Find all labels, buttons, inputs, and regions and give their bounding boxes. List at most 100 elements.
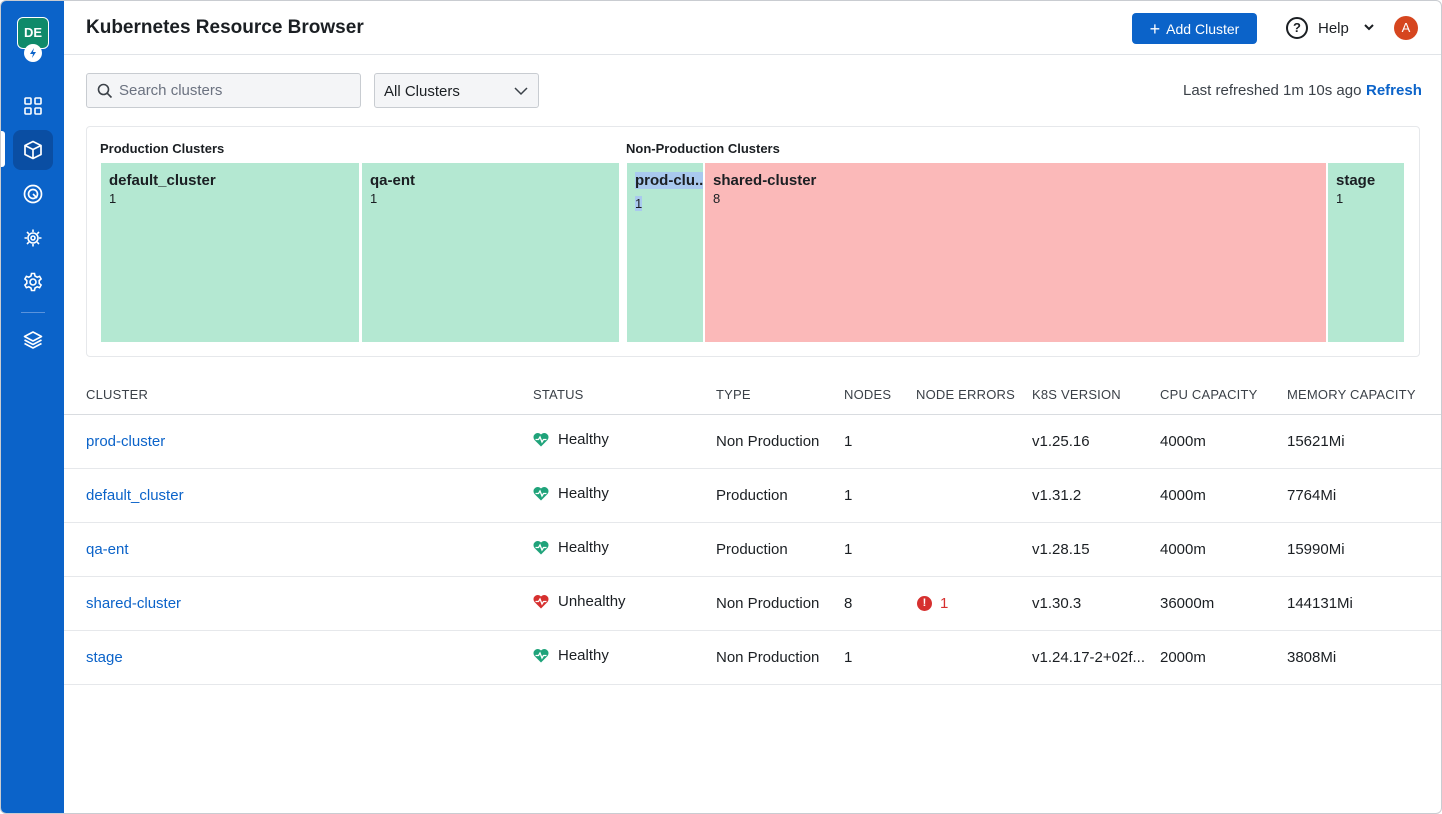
memory-capacity-cell: 3808Mi [1287, 649, 1337, 666]
table-header: CLUSTER STATUS TYPE NODES NODE ERRORS K8… [64, 377, 1441, 415]
nav-dashboard[interactable] [13, 86, 53, 126]
nodes-cell: 8 [844, 595, 853, 612]
cluster-filter-select[interactable]: All Clusters [374, 73, 539, 108]
cpu-capacity-cell: 36000m [1160, 595, 1215, 612]
table-row[interactable]: shared-cluster Unhealthy Non Production … [64, 577, 1441, 631]
column-header-status[interactable]: STATUS [533, 387, 584, 402]
plus-icon: + [1149, 18, 1161, 39]
table-row[interactable]: stage Healthy Non Production 1 v1.24.17-… [64, 631, 1441, 685]
cluster-name-link[interactable]: shared-cluster [86, 595, 182, 612]
table-row[interactable]: default_cluster Healthy Production 1 v1.… [64, 469, 1441, 523]
nav-issues[interactable] [13, 218, 53, 258]
bug-icon [24, 229, 42, 247]
tile-name: default_cluster [109, 172, 216, 189]
tile-count: 8 [713, 191, 721, 206]
tile-name: qa-ent [370, 172, 415, 189]
target-icon [23, 184, 43, 204]
memory-capacity-cell: 15621Mi [1287, 433, 1345, 450]
column-header-node-errors[interactable]: NODE ERRORS [916, 387, 1015, 402]
app-logo[interactable]: DE [17, 17, 49, 49]
cluster-filter-value: All Clusters [384, 83, 460, 100]
dashboard-grid-icon [24, 97, 42, 115]
type-cell: Production [716, 487, 788, 504]
add-cluster-button[interactable]: + Add Cluster [1132, 13, 1257, 44]
nodes-cell: 1 [844, 541, 853, 558]
tile-name: shared-cluster [713, 172, 817, 189]
nav-kubernetes[interactable] [13, 130, 53, 170]
cpu-capacity-cell: 4000m [1160, 433, 1206, 450]
status-cell: Unhealthy [533, 593, 626, 610]
column-header-type[interactable]: TYPE [716, 387, 751, 402]
nodes-cell: 1 [844, 433, 853, 450]
tile-name: stage [1336, 172, 1376, 189]
k8s-version-cell: v1.31.2 [1032, 487, 1082, 504]
k8s-version-cell: v1.24.17-2+02f... [1032, 649, 1145, 666]
heart-pulse-icon [533, 486, 549, 501]
k8s-version-cell: v1.30.3 [1032, 595, 1082, 612]
heart-pulse-icon [533, 432, 549, 447]
memory-capacity-cell: 144131Mi [1287, 595, 1353, 612]
help-icon[interactable]: ? [1286, 17, 1308, 39]
nodes-cell: 1 [844, 487, 853, 504]
k8s-version-cell: v1.25.16 [1032, 433, 1090, 450]
tile-count: 1 [370, 191, 378, 206]
nav-monitoring[interactable] [13, 174, 53, 214]
status-text: Healthy [558, 647, 609, 664]
memory-capacity-cell: 15990Mi [1287, 541, 1345, 558]
treemap-tile-default-cluster[interactable]: default_cluster 1 [101, 163, 359, 342]
tile-count: 1 [109, 191, 117, 206]
search-icon [97, 83, 113, 99]
node-errors-cell[interactable]: ! 1 [917, 595, 948, 612]
type-cell: Non Production [716, 595, 820, 612]
cpu-capacity-cell: 4000m [1160, 541, 1206, 558]
production-clusters-title: Production Clusters [100, 141, 225, 156]
tile-count: 1 [1336, 191, 1344, 206]
status-text: Healthy [558, 539, 609, 556]
nonproduction-clusters-title: Non-Production Clusters [626, 141, 780, 156]
treemap-tile-qa-ent[interactable]: qa-ent 1 [362, 163, 619, 342]
node-errors-count: 1 [940, 595, 949, 612]
table-row[interactable]: qa-ent Healthy Production 1 v1.28.15 400… [64, 523, 1441, 577]
cluster-name-link[interactable]: stage [86, 649, 123, 666]
cpu-capacity-cell: 2000m [1160, 649, 1206, 666]
status-cell: Healthy [533, 539, 609, 556]
help-menu[interactable]: Help [1318, 20, 1349, 37]
status-text: Healthy [558, 431, 609, 448]
treemap-tile-stage[interactable]: stage 1 [1328, 163, 1404, 342]
column-header-memory-capacity[interactable]: MEMORY CAPACITY [1287, 387, 1416, 402]
column-header-cpu-capacity[interactable]: CPU CAPACITY [1160, 387, 1258, 402]
column-header-k8s-version[interactable]: K8S VERSION [1032, 387, 1121, 402]
treemap-tile-shared-cluster[interactable]: shared-cluster 8 [705, 163, 1326, 342]
error-icon: ! [917, 596, 932, 611]
nav-layers[interactable] [13, 320, 53, 360]
cluster-name-link[interactable]: prod-cluster [86, 433, 166, 450]
sidebar: DE [1, 1, 64, 813]
type-cell: Non Production [716, 649, 820, 666]
header: Kubernetes Resource Browser + Add Cluste… [64, 1, 1441, 55]
status-cell: Healthy [533, 485, 609, 502]
nav-settings[interactable] [13, 262, 53, 302]
k8s-version-cell: v1.28.15 [1032, 541, 1090, 558]
last-refreshed-text: Last refreshed 1m 10s ago [1183, 82, 1362, 99]
table-row[interactable]: prod-cluster Healthy Non Production 1 v1… [64, 415, 1441, 469]
status-cell: Healthy [533, 647, 609, 664]
cluster-name-link[interactable]: default_cluster [86, 487, 184, 504]
column-header-nodes[interactable]: NODES [844, 387, 892, 402]
type-cell: Production [716, 541, 788, 558]
refresh-link[interactable]: Refresh [1366, 82, 1422, 99]
column-header-cluster[interactable]: CLUSTER [86, 387, 149, 402]
avatar[interactable]: A [1394, 16, 1418, 40]
treemap-tile-prod-cluster[interactable]: prod-clu... 1 [627, 163, 703, 342]
cluster-name-link[interactable]: qa-ent [86, 541, 129, 558]
cpu-capacity-cell: 4000m [1160, 487, 1206, 504]
gear-icon [23, 272, 43, 292]
add-cluster-label: Add Cluster [1166, 20, 1240, 37]
tile-count: 1 [635, 196, 643, 211]
tile-name: prod-clu... [635, 172, 703, 189]
clusters-table: CLUSTER STATUS TYPE NODES NODE ERRORS K8… [64, 377, 1441, 685]
search-field[interactable] [86, 73, 361, 108]
search-input[interactable] [119, 74, 354, 107]
chevron-down-icon[interactable] [1363, 21, 1375, 33]
heart-pulse-icon [533, 594, 549, 609]
